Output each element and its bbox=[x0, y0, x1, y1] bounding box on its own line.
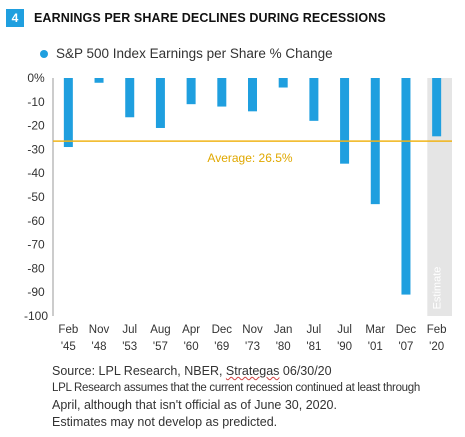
bar bbox=[155, 78, 165, 128]
x-tick-year: '45 bbox=[61, 341, 76, 353]
bar bbox=[340, 78, 350, 164]
x-tick-year: '60 bbox=[184, 341, 199, 353]
x-tick-year: '53 bbox=[122, 341, 137, 353]
x-tick-month: Nov bbox=[242, 324, 263, 336]
bar bbox=[217, 78, 227, 107]
x-tick-month: Dec bbox=[212, 324, 233, 336]
x-tick-year: '57 bbox=[153, 341, 168, 353]
x-tick-month: Feb bbox=[58, 324, 78, 336]
bar bbox=[186, 78, 196, 105]
x-tick-year: '69 bbox=[214, 341, 229, 353]
y-tick-label: -50 bbox=[27, 190, 45, 204]
legend: S&P 500 Index Earnings per Share % Chang… bbox=[40, 46, 333, 61]
bar bbox=[125, 78, 135, 118]
bar bbox=[401, 78, 411, 295]
bar-chart: Estimate 0% -10 -20 -30 -40 -50 -60 -70 -80 -90 -10… bbox=[24, 71, 452, 353]
bar bbox=[309, 78, 319, 121]
source-prefix: Source: LPL Research, NBER, bbox=[52, 364, 226, 378]
source-strategas: Strategas bbox=[225, 364, 280, 378]
assumption-note-line-1: LPL Research assumes that the current re… bbox=[52, 382, 420, 394]
y-tick-label: -80 bbox=[27, 261, 45, 275]
x-tick-year: '07 bbox=[398, 341, 413, 353]
y-tick-label: 0% bbox=[27, 71, 45, 85]
y-tick-label: -70 bbox=[27, 238, 45, 252]
chart-header: 4 EARNINGS PER SHARE DECLINES DURING REC… bbox=[6, 9, 386, 27]
bar bbox=[63, 78, 73, 148]
y-tick-label: -40 bbox=[27, 166, 45, 180]
x-tick-year: '90 bbox=[337, 341, 352, 353]
y-tick-label: -30 bbox=[27, 142, 45, 156]
x-tick-year: '80 bbox=[276, 341, 291, 353]
bar bbox=[432, 78, 442, 137]
figure-number-badge: 4 bbox=[6, 9, 24, 27]
chart-notes: Source: LPL Research, NBER, Strategas 06… bbox=[52, 363, 462, 431]
bar bbox=[94, 78, 104, 83]
x-tick-year: '48 bbox=[92, 341, 107, 353]
source-note: Source: LPL Research, NBER, Strategas 06… bbox=[52, 363, 462, 380]
x-tick-month: Nov bbox=[89, 324, 110, 336]
x-tick-month: Feb bbox=[427, 324, 447, 336]
x-tick-month: Aug bbox=[150, 324, 170, 336]
x-tick-year: '73 bbox=[245, 341, 260, 353]
y-tick-label: -90 bbox=[27, 285, 45, 299]
source-suffix: 06/30/20 bbox=[279, 364, 332, 378]
average-label: Average: 26.5% bbox=[207, 151, 293, 165]
x-tick-month: Jan bbox=[274, 324, 293, 336]
estimate-disclaimer: Estimates may not develop as predicted. bbox=[52, 415, 278, 429]
legend-label: S&P 500 Index Earnings per Share % Chang… bbox=[56, 46, 333, 61]
x-tick-month: Jul bbox=[307, 324, 322, 336]
y-tick-label: -100 bbox=[24, 309, 48, 323]
y-tick-label: -60 bbox=[27, 214, 45, 228]
x-tick-month: Dec bbox=[396, 324, 417, 336]
x-tick-month: Jul bbox=[122, 324, 137, 336]
legend-swatch bbox=[40, 49, 48, 58]
y-tick-label: -10 bbox=[27, 95, 45, 109]
x-tick-year: '20 bbox=[429, 341, 444, 353]
x-tick-month: Apr bbox=[182, 324, 200, 336]
chart-title: EARNINGS PER SHARE DECLINES DURING RECES… bbox=[34, 11, 386, 25]
x-tick-year: '81 bbox=[306, 341, 321, 353]
assumption-note-line-2: April, although that isn't official as o… bbox=[52, 398, 337, 412]
estimate-label: Estimate bbox=[432, 267, 444, 310]
bar bbox=[248, 78, 257, 112]
x-tick-year: '01 bbox=[368, 341, 383, 353]
y-tick-label: -20 bbox=[27, 119, 45, 133]
bar bbox=[278, 78, 288, 88]
x-tick-month: Jul bbox=[337, 324, 352, 336]
x-tick-month: Mar bbox=[365, 324, 385, 336]
